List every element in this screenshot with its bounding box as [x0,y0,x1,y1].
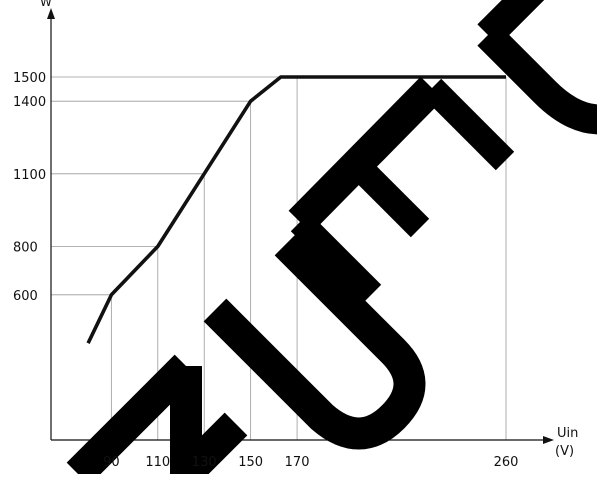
x-tick-label-90: 90 [103,455,120,470]
watermark [78,0,597,474]
x-tick-label-260: 260 [494,455,519,470]
x-axis-label: Uin [557,426,578,441]
x-tick-label-110: 110 [145,455,170,470]
x-tick-label-150: 150 [238,455,263,470]
tick-labels: 90 110 130 150 170 260 600 800 1100 1400 1500 [13,71,518,470]
y-tick-label-600: 600 [13,289,38,304]
x-axis-unit: (V) [555,444,574,459]
x-tick-label-170: 170 [285,455,310,470]
watermark-stroke-6 [432,88,505,161]
y-tick-label-800: 800 [13,240,38,255]
watermark-stroke-4 [215,244,410,434]
y-tick-label-1100: 1100 [13,168,46,183]
y-tick-label-1500: 1500 [13,71,46,86]
y-axis-arrow-icon [47,8,55,19]
y-axis-label: W [40,0,52,9]
y-tick-label-1400: 1400 [13,95,46,110]
x-tick-label-130: 130 [192,455,217,470]
watermark-stroke-7 [357,165,420,228]
x-axis-arrow-icon [543,436,554,444]
